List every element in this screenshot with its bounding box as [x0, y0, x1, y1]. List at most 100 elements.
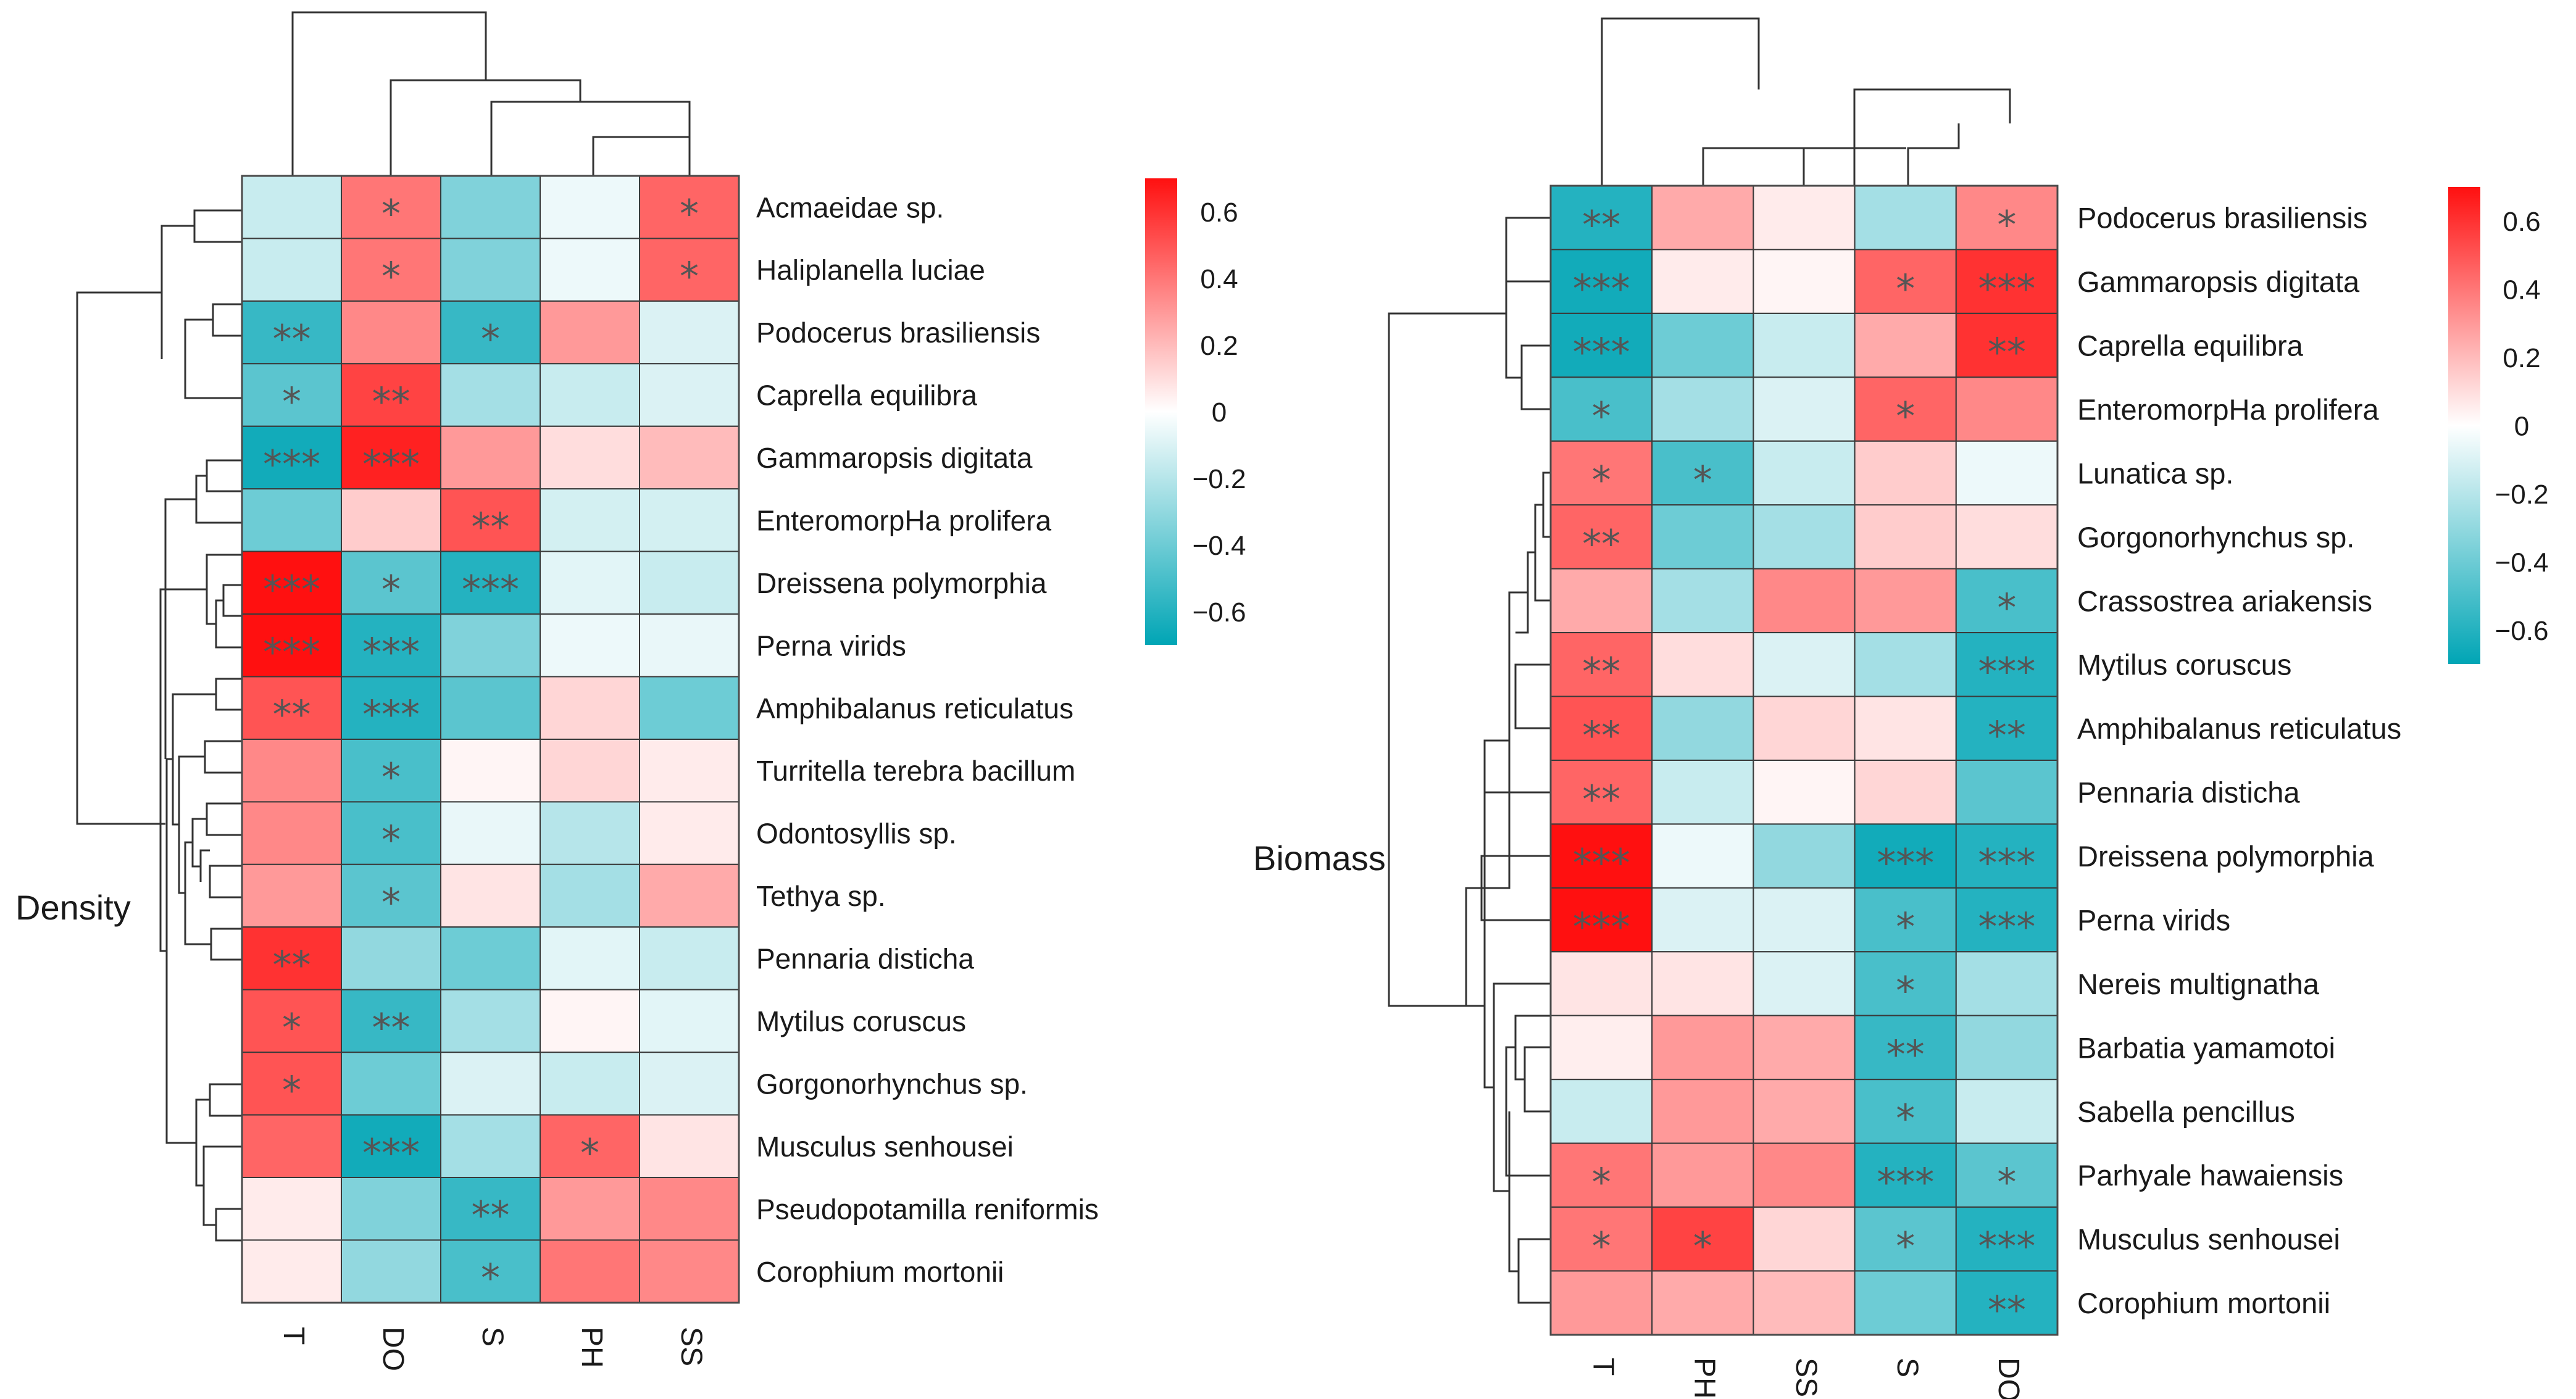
- heatmap-cell: [639, 1052, 740, 1116]
- heatmap-cell: [1854, 823, 1957, 889]
- heatmap-cell: [639, 1114, 740, 1178]
- density-heatmap-border: [241, 175, 740, 1304]
- heatmap-cell: [540, 926, 640, 990]
- row-label: Gorgonorhynchus sp.: [756, 1068, 1028, 1100]
- heatmap-cell: [540, 801, 640, 865]
- heatmap-cell: [1753, 1206, 1856, 1272]
- heatmap-cell: [1854, 951, 1957, 1016]
- legend-tick-label: 0.6: [1200, 197, 1238, 228]
- column-label: PH: [575, 1327, 608, 1368]
- heatmap-cell: [241, 989, 342, 1053]
- row-label: Corophium mortonii: [756, 1256, 1004, 1288]
- heatmap-cell: [1550, 951, 1653, 1016]
- heatmap-cell: [1651, 1079, 1754, 1144]
- significance-stars: *: [1592, 394, 1611, 439]
- row-label: Sabella pencillus: [2077, 1095, 2295, 1128]
- biomass-heatmap-cells: [1550, 185, 2059, 1335]
- heatmap-cell: [1550, 185, 1653, 251]
- significance-stars: *: [1896, 1096, 1915, 1141]
- row-label: Haliplanella luciae: [756, 254, 985, 286]
- significance-stars: *: [1592, 1224, 1611, 1269]
- heatmap-cell: [540, 613, 640, 678]
- significance-stars: *: [381, 755, 401, 800]
- heatmap-cell: [1550, 1270, 1653, 1335]
- heatmap-cell: [1955, 1079, 2059, 1144]
- heatmap-cell: [341, 488, 441, 552]
- heatmap-cell: [1753, 568, 1856, 633]
- heatmap-cell: [639, 613, 740, 678]
- row-label: Corophium mortonii: [2077, 1287, 2330, 1319]
- significance-stars: ***: [1573, 841, 1630, 886]
- column-label: S: [1891, 1358, 1924, 1377]
- legend-tick-label: 0: [1212, 397, 1227, 428]
- significance-stars: ***: [263, 567, 320, 612]
- heatmap-cell: [1651, 951, 1754, 1016]
- heatmap-cell: [241, 238, 342, 302]
- heatmap-cell: [341, 1052, 441, 1116]
- heatmap-cell: [540, 1052, 640, 1116]
- significance-stars: ***: [462, 567, 519, 612]
- significance-stars: *: [580, 1131, 599, 1176]
- legend-tick-label: −0.2: [2495, 479, 2549, 510]
- row-label: Odontosyllis sp.: [756, 818, 957, 850]
- heatmap-cell: [540, 425, 640, 490]
- heatmap-cell: [1854, 632, 1957, 697]
- significance-stars: *: [381, 567, 401, 612]
- heatmap-cell: [639, 363, 740, 427]
- heatmap-cell: [440, 926, 541, 990]
- heatmap-cell: [639, 863, 740, 928]
- heatmap-cell: [540, 989, 640, 1053]
- significance-stars: *: [680, 254, 699, 299]
- significance-stars: ***: [1877, 1160, 1934, 1205]
- significance-stars: ***: [1978, 841, 2035, 886]
- heatmap-cell: [440, 363, 541, 427]
- heatmap-cell: [1955, 504, 2059, 570]
- legend-tick-label: −0.4: [1193, 531, 1246, 561]
- row-label: Amphibalanus reticulatus: [2077, 712, 2401, 745]
- density-column-labels: T DO S PH SS: [277, 1327, 707, 1371]
- significance-stars: ***: [1978, 266, 2035, 311]
- row-label: Crassostrea ariakensis: [2077, 584, 2372, 617]
- biomass-row-dendrogram: [1388, 217, 1551, 1304]
- legend-tick-label: 0.2: [2503, 343, 2540, 373]
- heatmap-cell: [1651, 695, 1754, 761]
- heatmap-cell: [1955, 951, 2059, 1016]
- heatmap-cell: [1955, 1015, 2059, 1081]
- heatmap-cell: [1651, 1015, 1754, 1081]
- heatmap-cell: [540, 863, 640, 928]
- significance-stars: *: [1997, 1160, 2016, 1205]
- significance-stars: ***: [362, 692, 420, 737]
- heatmap-cell: [1550, 249, 1653, 314]
- significance-stars: ***: [263, 442, 320, 487]
- heatmap-cell: [1550, 1079, 1653, 1144]
- heatmap-cell: [440, 1239, 541, 1303]
- row-label: Gammaropsis digitata: [756, 442, 1033, 474]
- significance-stars: ***: [263, 629, 320, 675]
- significance-stars: *: [481, 317, 500, 362]
- density-legend-ticks: 0.6 0.4 0.2 0 −0.2 −0.4 −0.6: [1193, 197, 1246, 628]
- heatmap-cell: [1753, 951, 1856, 1016]
- significance-stars: ***: [362, 1131, 420, 1176]
- heatmap-cell: [1550, 760, 1653, 825]
- row-label: Pennaria disticha: [756, 943, 974, 975]
- density-legend-colorbar: [1145, 178, 1177, 645]
- heatmap-cell: [1550, 1015, 1653, 1081]
- significance-stars: **: [372, 380, 411, 425]
- significance-stars: *: [1997, 586, 2016, 631]
- heatmap-cell: [440, 863, 541, 928]
- heatmap-cell: [1854, 1015, 1957, 1081]
- heatmap-cell: [1854, 440, 1957, 506]
- significance-stars: *: [1896, 394, 1915, 439]
- heatmap-cell: [639, 425, 740, 490]
- heatmap-cell: [540, 175, 640, 239]
- significance-stars: ***: [1573, 905, 1630, 950]
- significance-stars: ***: [1573, 266, 1630, 311]
- heatmap-cell: [341, 989, 441, 1053]
- significance-stars: *: [1592, 1160, 1611, 1205]
- heatmap-cell: [1550, 504, 1653, 570]
- legend-tick-label: −0.6: [2495, 616, 2549, 646]
- legend-tick-label: 0.4: [2503, 275, 2540, 305]
- heatmap-cell: [241, 488, 342, 552]
- heatmap-cell: [639, 676, 740, 740]
- row-label: Turritella terebra bacillum: [756, 755, 1075, 787]
